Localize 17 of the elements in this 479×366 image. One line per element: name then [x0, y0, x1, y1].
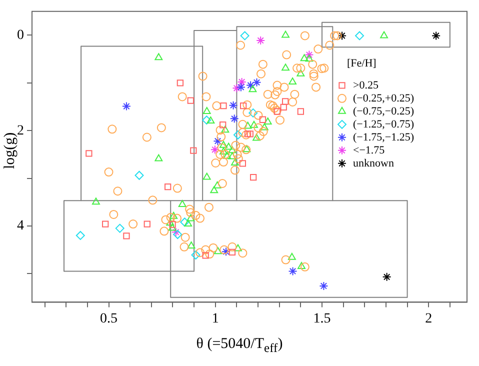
- legend-label: (−1.25,−0.75): [353, 118, 414, 130]
- x-axis-title: θ (=5040/T$_{eff}$): [195, 336, 284, 356]
- legend-label: >0.25: [353, 79, 379, 92]
- y-tick-label: 4: [17, 218, 24, 234]
- legend-label: (−0.25,+0.25): [353, 92, 414, 104]
- y-tick-label: 0: [17, 28, 24, 43]
- legend-label: <−1.75: [353, 144, 386, 156]
- x-tick-label: 1: [212, 311, 219, 326]
- x-tick-label: 2: [425, 311, 432, 326]
- y-axis-title: log(g): [2, 132, 18, 168]
- legend-title: [Fe/H]: [347, 57, 376, 70]
- legend-label: (−0.75,−0.25): [353, 105, 414, 118]
- legend-label: unknown: [353, 157, 394, 170]
- legend-label: (−1.75,−1.25): [353, 131, 414, 144]
- y-tick-label: 2: [17, 123, 24, 138]
- x-tick-label: 0.5: [100, 311, 118, 326]
- x-tick-label: 1.5: [313, 311, 331, 326]
